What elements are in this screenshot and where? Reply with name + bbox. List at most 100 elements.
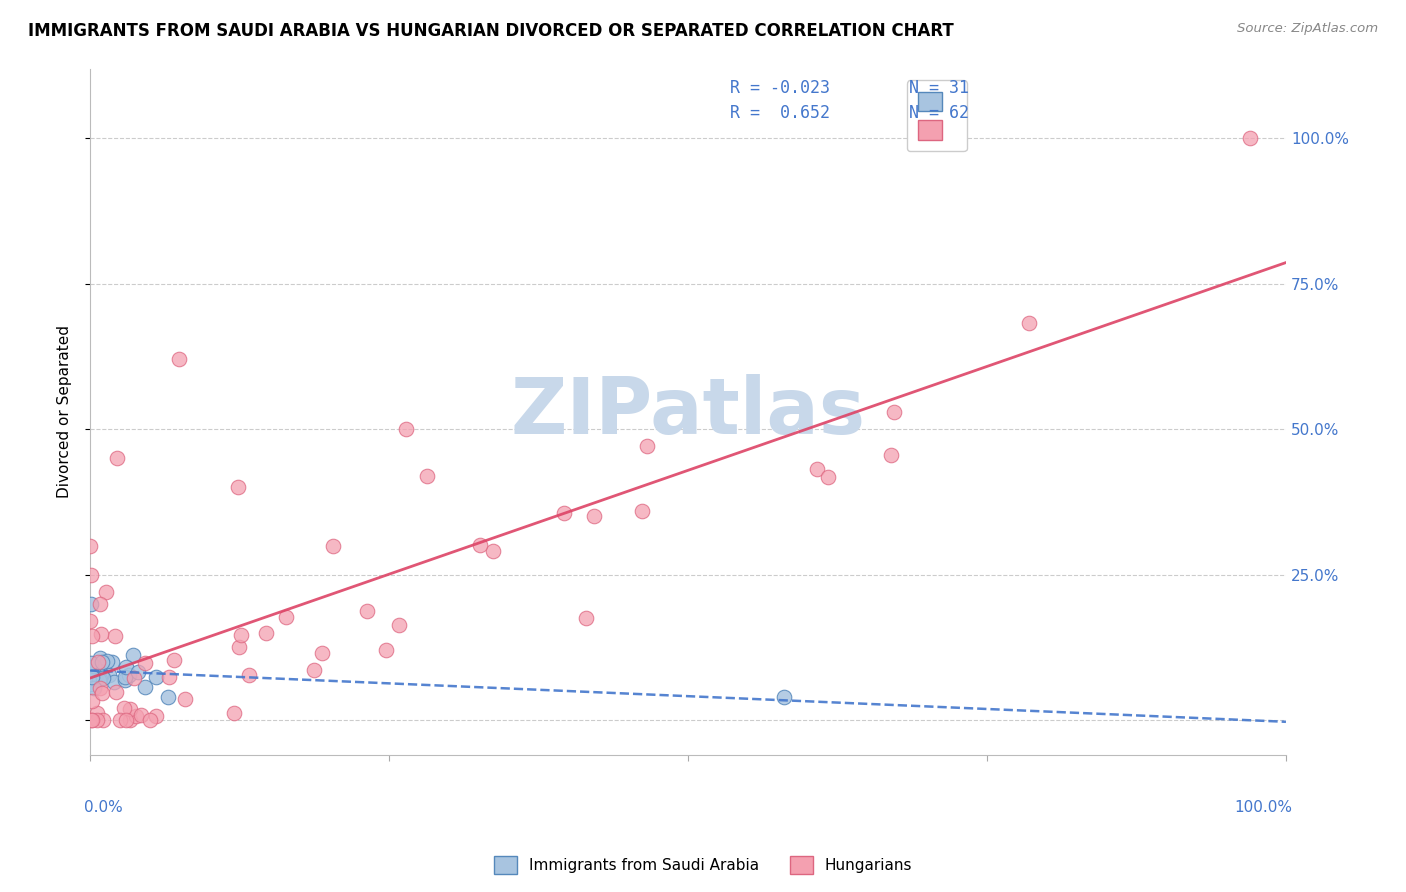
Point bbox=[880, 448, 903, 462]
Point bbox=[468, 538, 491, 552]
Point bbox=[79, 657, 101, 671]
Point bbox=[87, 673, 110, 687]
Point bbox=[1239, 131, 1261, 145]
Point bbox=[82, 670, 104, 684]
Point bbox=[80, 677, 103, 691]
Text: R =  0.652: R = 0.652 bbox=[730, 104, 830, 122]
Point bbox=[817, 470, 839, 484]
Point bbox=[90, 627, 112, 641]
Point bbox=[86, 663, 108, 677]
Point bbox=[80, 713, 103, 727]
Point bbox=[118, 713, 141, 727]
Point bbox=[114, 670, 136, 684]
Point bbox=[139, 713, 162, 727]
Point bbox=[394, 422, 416, 436]
Point bbox=[416, 468, 439, 483]
Point bbox=[80, 694, 103, 708]
Point bbox=[157, 670, 180, 684]
Point bbox=[356, 604, 378, 618]
Point bbox=[118, 702, 141, 716]
Point bbox=[229, 628, 252, 642]
Point bbox=[173, 691, 195, 706]
Point bbox=[89, 597, 111, 611]
Point bbox=[89, 681, 111, 695]
Text: N = 31: N = 31 bbox=[910, 78, 969, 97]
Point bbox=[96, 654, 118, 668]
Point bbox=[145, 670, 167, 684]
Point bbox=[134, 680, 156, 694]
Text: 0.0%: 0.0% bbox=[84, 799, 122, 814]
Point bbox=[226, 480, 249, 494]
Point bbox=[101, 655, 124, 669]
Point bbox=[87, 655, 110, 669]
Text: Source: ZipAtlas.com: Source: ZipAtlas.com bbox=[1237, 22, 1378, 36]
Point bbox=[84, 668, 107, 682]
Point bbox=[83, 673, 105, 687]
Point bbox=[79, 539, 101, 553]
Point bbox=[631, 504, 654, 518]
Text: IMMIGRANTS FROM SAUDI ARABIA VS HUNGARIAN DIVORCED OR SEPARATED CORRELATION CHAR: IMMIGRANTS FROM SAUDI ARABIA VS HUNGARIA… bbox=[28, 22, 953, 40]
Point bbox=[222, 706, 245, 721]
Point bbox=[80, 567, 103, 582]
Point bbox=[553, 506, 575, 520]
Point bbox=[575, 611, 598, 625]
Point bbox=[82, 629, 104, 643]
Point bbox=[145, 708, 167, 723]
Point bbox=[90, 667, 112, 681]
Point bbox=[131, 707, 153, 722]
Point bbox=[104, 629, 127, 643]
Point bbox=[90, 655, 112, 669]
Point bbox=[583, 508, 606, 523]
Point bbox=[127, 665, 149, 680]
Point bbox=[105, 451, 128, 466]
Point bbox=[86, 706, 108, 721]
Point bbox=[1018, 316, 1040, 330]
Point bbox=[156, 690, 179, 704]
Point bbox=[883, 405, 905, 419]
Point bbox=[167, 352, 190, 367]
Point bbox=[89, 650, 111, 665]
Point bbox=[93, 671, 115, 685]
Point bbox=[274, 610, 297, 624]
Point bbox=[122, 648, 145, 662]
Point bbox=[94, 585, 117, 599]
Point bbox=[125, 709, 148, 723]
Legend: Immigrants from Saudi Arabia, Hungarians: Immigrants from Saudi Arabia, Hungarians bbox=[488, 850, 918, 880]
Point bbox=[374, 643, 396, 657]
Point bbox=[304, 663, 326, 677]
Point bbox=[806, 461, 828, 475]
Point bbox=[80, 597, 103, 611]
Point bbox=[90, 686, 112, 700]
Point bbox=[112, 701, 135, 715]
Point bbox=[105, 685, 128, 699]
Point bbox=[80, 713, 103, 727]
Point bbox=[86, 713, 108, 727]
Point bbox=[83, 681, 105, 696]
Point bbox=[772, 690, 794, 704]
Point bbox=[163, 653, 186, 667]
Point bbox=[79, 614, 101, 628]
Point bbox=[97, 668, 120, 682]
Point bbox=[481, 544, 503, 558]
Text: N = 62: N = 62 bbox=[910, 104, 969, 122]
Text: R = -0.023: R = -0.023 bbox=[730, 78, 830, 97]
Point bbox=[256, 625, 278, 640]
Legend: , : , bbox=[907, 80, 967, 152]
Point bbox=[134, 656, 156, 670]
Point bbox=[103, 675, 125, 690]
Point bbox=[83, 659, 105, 673]
Point bbox=[115, 660, 138, 674]
Point bbox=[388, 617, 411, 632]
Point bbox=[322, 539, 344, 553]
Point bbox=[114, 673, 136, 688]
Point bbox=[89, 673, 111, 687]
Text: 100.0%: 100.0% bbox=[1234, 799, 1292, 814]
Point bbox=[636, 439, 658, 453]
Point bbox=[87, 658, 110, 673]
Point bbox=[115, 713, 138, 727]
Text: ZIPatlas: ZIPatlas bbox=[510, 374, 866, 450]
Point bbox=[91, 713, 114, 727]
Point bbox=[117, 668, 139, 682]
Point bbox=[311, 646, 333, 660]
Point bbox=[108, 713, 131, 727]
